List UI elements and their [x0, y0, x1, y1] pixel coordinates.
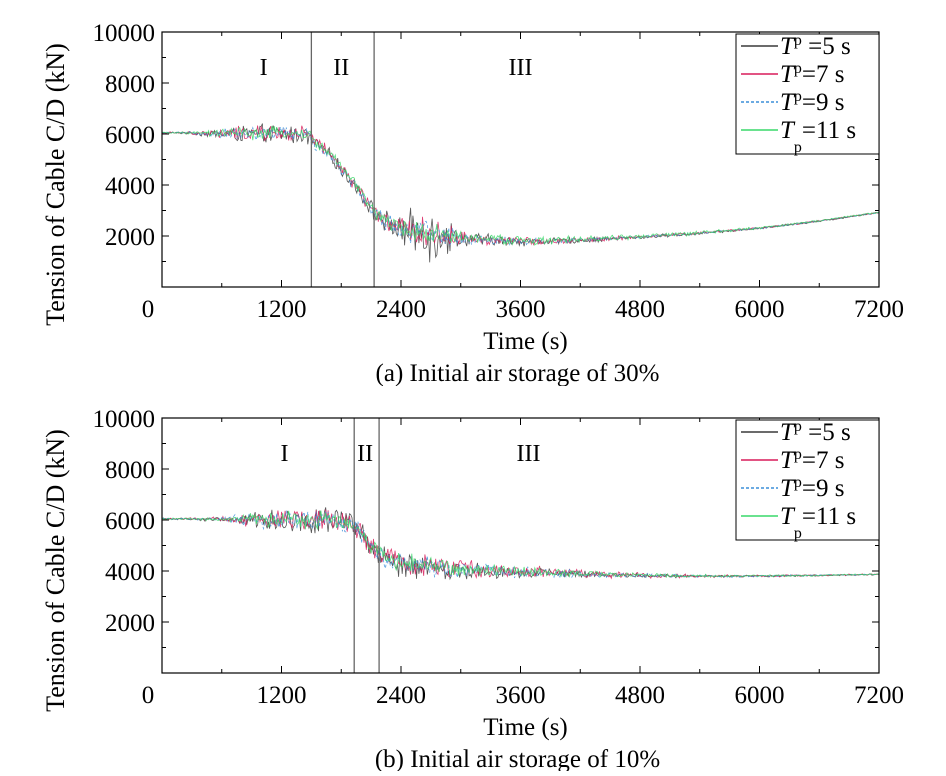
legend-rest: =5 s [802, 33, 851, 60]
legend-label: Tp=7 s [780, 60, 844, 88]
legend-label: Tp =5 s [780, 418, 851, 446]
x-tick-label: 7200 [854, 296, 904, 323]
legend-sub: p [794, 446, 802, 463]
legend-label: Tp=11 s [780, 117, 856, 156]
stage-label: III [509, 55, 533, 81]
chart-panel-a: I II III 0 1200 2400 3600 4800 6000 7200 2000 4000 6… [0, 0, 946, 387]
legend-label: Tp=9 s [780, 88, 844, 116]
y-axis-label: Tension of Cable C/D (kN) [41, 429, 70, 712]
legend-rest: =5 s [802, 419, 851, 446]
x-tick-label: 6000 [735, 296, 785, 323]
chart-caption: (b) Initial air storage of 10% [375, 746, 660, 771]
stage-label: II [333, 55, 349, 81]
y-axis-label: Tension of Cable C/D (kN) [41, 43, 70, 326]
x-tick-label: 0 [142, 682, 155, 709]
chart-caption: (a) Initial air storage of 30% [376, 360, 660, 386]
x-tick-label: 3600 [496, 682, 546, 709]
legend-rest: =11 s [802, 503, 856, 530]
x-tick-label: 4800 [615, 682, 665, 709]
legend-label: Tp=11 s [780, 503, 856, 542]
stage-label: I [260, 55, 268, 81]
x-axis-label: Time (s) [483, 714, 568, 741]
stage-label: I [280, 441, 288, 467]
x-tick-label: 1200 [257, 296, 307, 323]
plot-area [162, 123, 879, 263]
series-line-4 [162, 510, 879, 579]
legend-rest: =7 s [802, 61, 845, 88]
y-tick-label: 6000 [105, 508, 155, 535]
x-axis-label: Time (s) [483, 328, 568, 355]
y-tick-label: 10000 [93, 406, 156, 433]
legend-box [735, 419, 880, 541]
legend-sub: p [794, 32, 802, 49]
legend-main: T [780, 89, 796, 116]
chart-panel-b: I II III 0 1200 2400 3600 4800 6000 7200 2000 4000 6… [0, 386, 946, 773]
x-tick-label: 6000 [735, 682, 785, 709]
legend-rest: =9 s [802, 89, 845, 116]
y-tick-label: 2000 [105, 224, 155, 251]
x-tick-label: 2400 [376, 296, 426, 323]
legend-sub: p [794, 60, 802, 77]
x-tick-label: 2400 [376, 682, 426, 709]
legend-label: Tp=7 s [780, 446, 844, 474]
legend-label: Tp=9 s [780, 474, 844, 502]
legend-sub: p [794, 88, 802, 105]
x-tick-label: 3600 [496, 296, 546, 323]
legend-sub: p [794, 474, 802, 491]
legend-main: T [780, 33, 796, 60]
legend-main: T [780, 447, 796, 474]
legend-sub: p [794, 525, 802, 542]
plot-area [162, 507, 879, 581]
y-tick-label: 8000 [105, 457, 155, 484]
y-tick-label: 10000 [93, 20, 156, 47]
legend-main: T [780, 117, 796, 144]
legend: Tp =5 sTp=7 sTp=9 sTp=11 s [735, 418, 880, 542]
legend-rest: =11 s [802, 117, 856, 144]
y-tick-label: 4000 [105, 173, 155, 200]
legend-rest: =7 s [802, 447, 845, 474]
y-tick-label: 2000 [105, 610, 155, 637]
stage-label: III [516, 441, 540, 467]
legend-rest: =9 s [802, 475, 845, 502]
series-line-4 [162, 125, 879, 246]
x-tick-label: 1200 [257, 682, 307, 709]
y-tick-label: 6000 [105, 122, 155, 149]
y-tick-label: 8000 [105, 71, 155, 98]
legend-main: T [780, 419, 796, 446]
x-tick-label: 4800 [615, 296, 665, 323]
legend-main: T [780, 61, 796, 88]
legend-sub: p [794, 139, 802, 156]
legend-box [735, 33, 880, 155]
y-tick-label: 4000 [105, 559, 155, 586]
x-tick-label: 7200 [854, 682, 904, 709]
legend-main: T [780, 503, 796, 530]
legend-label: Tp =5 s [780, 32, 851, 60]
series-line-3 [162, 126, 879, 247]
stage-label: II [357, 441, 373, 467]
legend: Tp =5 sTp=7 sTp=9 sTp=11 s [735, 32, 880, 156]
x-tick-label: 0 [142, 296, 155, 323]
legend-main: T [780, 475, 796, 502]
legend-sub: p [794, 418, 802, 435]
